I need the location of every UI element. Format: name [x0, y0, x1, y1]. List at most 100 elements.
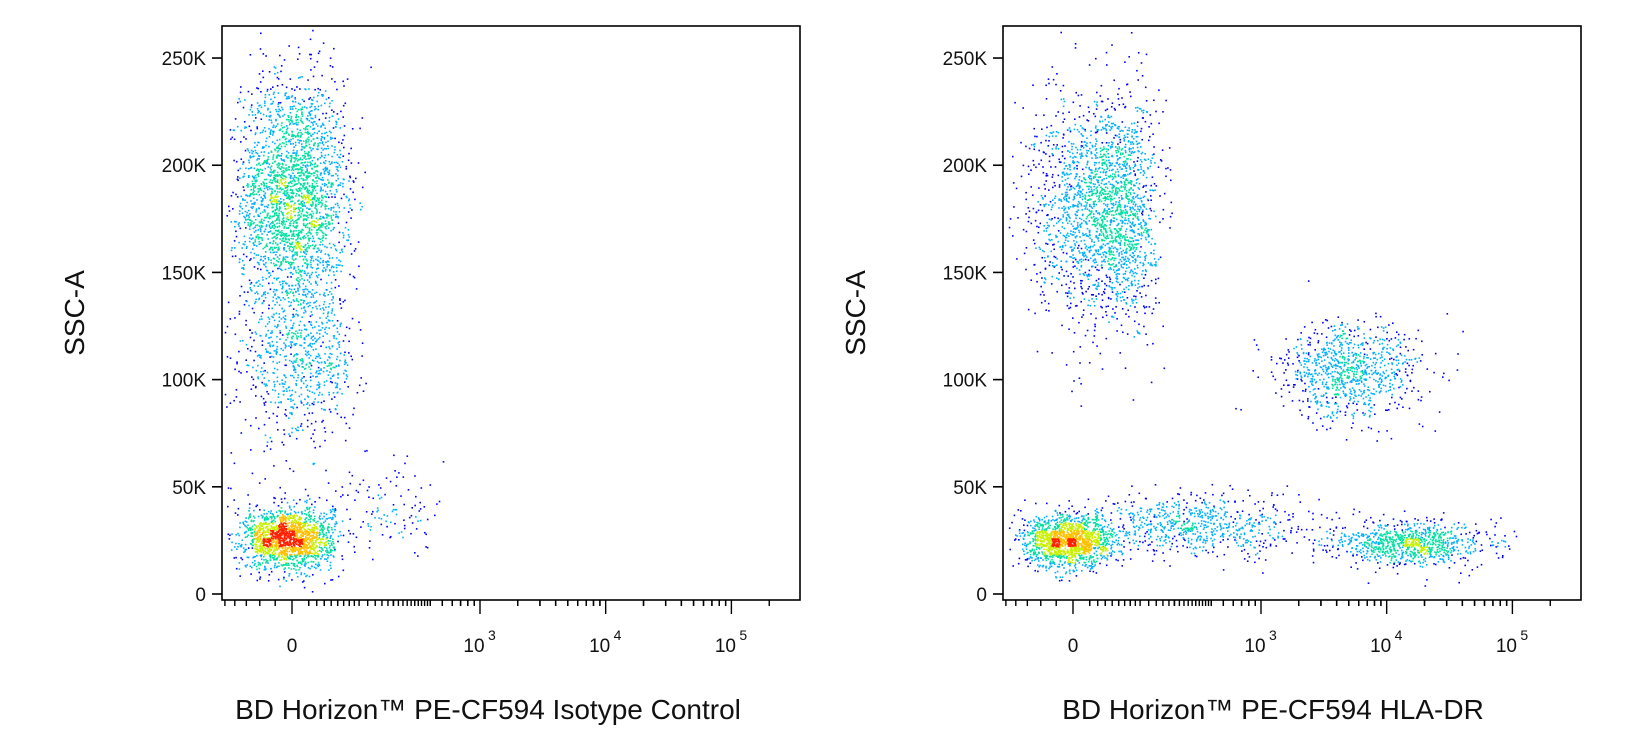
event-dot: [272, 300, 274, 302]
event-dot: [250, 166, 253, 169]
event-dot: [286, 216, 289, 218]
event-dot: [299, 237, 301, 239]
event-dot: [307, 333, 309, 336]
event-dot: [314, 506, 316, 508]
event-dot: [286, 217, 289, 219]
event-dot: [302, 404, 305, 406]
event-dot: [299, 528, 302, 530]
event-dot: [326, 370, 328, 372]
event-dot: [340, 416, 342, 419]
event-dot: [257, 285, 259, 287]
event-dot: [314, 162, 317, 164]
event-dot: [357, 241, 360, 243]
event-dot: [254, 560, 256, 562]
event-dot: [294, 534, 297, 536]
event-dot: [284, 381, 287, 383]
event-dot: [307, 272, 309, 275]
event-dot: [310, 346, 313, 348]
event-dot: [248, 240, 251, 243]
event-dot: [273, 258, 276, 260]
event-dot: [300, 360, 303, 362]
event-dot: [300, 174, 302, 176]
event-dot: [280, 179, 282, 181]
event-dot: [309, 113, 312, 115]
event-dot: [278, 129, 281, 131]
event-dot: [304, 488, 307, 491]
event-dot: [325, 205, 328, 207]
event-dot: [340, 110, 342, 113]
event-dot: [257, 531, 259, 534]
event-dot: [264, 550, 267, 553]
event-dot: [285, 549, 287, 551]
event-dot: [258, 571, 260, 574]
event-dot: [313, 342, 316, 345]
event-dot: [310, 99, 313, 101]
event-dot: [309, 175, 311, 177]
event-dot: [253, 531, 256, 533]
event-dot: [274, 562, 277, 565]
event-dot: [267, 549, 269, 552]
event-dot: [292, 123, 295, 125]
event-dot: [250, 282, 253, 284]
event-dot: [259, 554, 262, 557]
event-dot: [268, 523, 271, 525]
event-dot: [380, 518, 383, 520]
event-dot: [328, 531, 330, 534]
event-dot: [321, 94, 323, 96]
event-dot: [259, 564, 262, 566]
event-dot: [234, 546, 236, 548]
event-dot: [237, 223, 240, 225]
event-dot: [326, 167, 328, 170]
event-dot: [296, 252, 298, 255]
event-dot: [305, 258, 307, 261]
event-dot: [269, 345, 271, 348]
event-dot: [311, 182, 314, 185]
event-dot: [312, 133, 314, 136]
event-dot: [294, 220, 297, 222]
event-dot: [245, 126, 248, 129]
event-dot: [306, 395, 309, 397]
event-dot: [324, 167, 326, 170]
event-dot: [281, 162, 284, 165]
event-dot: [331, 109, 333, 111]
event-dot: [327, 179, 329, 181]
event-dot: [316, 165, 319, 168]
event-dot: [249, 528, 252, 531]
event-dot: [292, 248, 295, 250]
event-dot: [328, 169, 331, 172]
event-dot: [239, 575, 241, 577]
event-dot: [299, 552, 301, 555]
event-dot: [277, 429, 279, 431]
event-dot: [299, 531, 301, 533]
event-dot: [235, 396, 238, 398]
event-dot: [307, 201, 310, 203]
event-dot: [283, 552, 286, 554]
event-dot: [338, 364, 340, 366]
event-dot: [348, 180, 350, 182]
event-dot: [323, 384, 326, 387]
event-dot: [276, 166, 279, 168]
event-dot: [270, 196, 273, 199]
event-dot: [279, 486, 281, 489]
event-dot: [297, 242, 300, 245]
event-dot: [266, 512, 268, 515]
event-dot: [331, 431, 334, 434]
event-dot: [283, 171, 286, 173]
event-dot: [316, 384, 319, 386]
event-dot: [300, 425, 302, 427]
event-dot: [306, 169, 308, 172]
event-dot: [300, 387, 302, 389]
event-dot: [245, 565, 247, 568]
event-dot: [281, 280, 284, 283]
event-dot: [275, 541, 278, 544]
event-dot: [313, 529, 316, 532]
event-dot: [281, 510, 283, 512]
event-dot: [314, 106, 316, 108]
event-dot: [339, 127, 342, 129]
event-dot: [288, 97, 290, 99]
event-dot: [312, 526, 314, 529]
event-dot: [282, 552, 285, 554]
event-dot: [315, 203, 317, 206]
event-dot: [243, 215, 245, 218]
event-dot: [277, 154, 279, 157]
